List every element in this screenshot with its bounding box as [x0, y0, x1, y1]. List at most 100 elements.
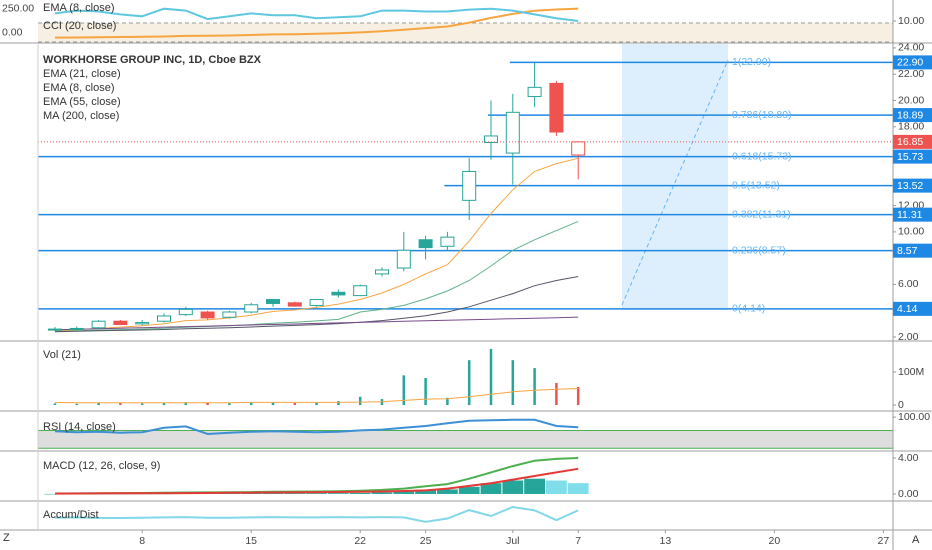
legend-entry: EMA (21, close): [43, 68, 121, 80]
toolbar-icon[interactable]: Z: [3, 532, 10, 544]
x-tick-label: 13: [660, 535, 672, 547]
price-tag: [893, 55, 932, 70]
legend-entry: EMA (8, close): [43, 2, 115, 14]
volume-bar: [358, 396, 362, 406]
histogram-bar: [44, 493, 66, 495]
histogram-bar: [349, 492, 371, 494]
x-tick-label: 22: [354, 535, 366, 547]
volume-bar: [293, 403, 297, 406]
y-tick-label: 4.00: [898, 452, 919, 464]
histogram-bar: [437, 489, 458, 494]
histogram-bar: [284, 493, 306, 494]
price-tag: [893, 178, 932, 193]
volume-bar: [140, 403, 144, 406]
candle-body: [331, 291, 346, 296]
volume-bar: [228, 403, 231, 406]
x-tick-label: 20: [769, 535, 781, 547]
series-line: [54, 220, 579, 332]
volume-bar: [467, 360, 471, 406]
volume-bar: [53, 403, 57, 406]
volume-bar: [75, 403, 79, 406]
projection-box: [622, 44, 728, 310]
histogram-bar: [328, 493, 349, 494]
volume-bar: [97, 402, 100, 406]
histogram-bar: [524, 478, 545, 494]
panes: [38, 22, 893, 449]
legend-entry: CCI (20, close): [43, 20, 116, 32]
candle-body: [571, 141, 586, 156]
price-tag-label: 22.90: [897, 57, 923, 69]
y-tick-label: 6.00: [898, 278, 919, 290]
chart-title: WORKHORSE GROUP INC, 1D, Cboe BZX: [43, 54, 262, 66]
y-tick-label: 100.00: [898, 411, 930, 423]
band: [38, 22, 893, 42]
volume-bar: [119, 403, 122, 406]
candle-body: [266, 299, 280, 304]
candle-body: [48, 328, 62, 331]
price-tag-label: 18.89: [897, 109, 923, 121]
series-line: [54, 7, 579, 22]
candle-body: [418, 239, 433, 249]
candle-body: [91, 320, 106, 329]
candle-body: [200, 311, 215, 319]
volume-bar: [337, 401, 340, 406]
volume-bar: [402, 375, 406, 406]
histogram-bar: [262, 493, 284, 494]
volume-bar: [511, 360, 515, 406]
price-tag-label: 13.52: [897, 180, 923, 192]
legend-entry: MACD (12, 26, close, 9): [43, 460, 160, 472]
toolbar-icon[interactable]: A: [912, 534, 920, 546]
candle-body: [484, 135, 498, 144]
volume-bar: [555, 382, 558, 406]
price-tag: [893, 243, 932, 258]
volume-bar: [184, 402, 188, 406]
y-tick-label: 10.00: [898, 226, 924, 238]
volume-bar: [271, 402, 275, 406]
legend-entry: MA (200, close): [43, 110, 119, 122]
fib-label: 0.236(8.57): [732, 244, 786, 256]
fib-label: 0.786(18.89): [732, 109, 792, 121]
candle-body: [69, 327, 84, 330]
y2-tick-label: 10.00: [898, 15, 924, 27]
histogram-bar: [393, 491, 415, 494]
y-tick-label: 20.00: [898, 94, 924, 106]
candle-body: [527, 86, 542, 98]
candle-body: [396, 249, 411, 269]
series-line: [54, 157, 579, 331]
series-line: [54, 467, 579, 495]
volume-bar: [489, 348, 493, 406]
candle-body: [353, 285, 368, 297]
series-line: [54, 7, 579, 39]
candle-body: [113, 320, 128, 325]
series-line: [54, 388, 579, 404]
legend-entry: EMA (8, close): [43, 82, 115, 94]
x-tick-label: 7: [575, 535, 581, 547]
candle-body: [462, 170, 477, 201]
candle-body: [549, 82, 564, 133]
legend-entry: Accum/Dist: [43, 509, 99, 521]
candle-body: [287, 302, 302, 307]
last-price-tag: [893, 134, 932, 149]
fib-label: 0.382(11.31): [732, 208, 791, 220]
projection-line: [621, 59, 729, 306]
y-tick-label: 0: [898, 399, 904, 411]
price-tag: [893, 301, 932, 316]
candle-body: [244, 304, 259, 313]
candle-body: [309, 299, 324, 306]
price-tag: [893, 108, 932, 123]
fib-label: 1(22.90): [732, 56, 771, 68]
volume-bar: [424, 377, 427, 406]
x-tick-label: Jul: [506, 535, 519, 547]
volume-bar: [206, 402, 209, 406]
volume-bar: [162, 402, 166, 406]
histogram-bar: [458, 486, 480, 494]
x-tick-label: 8: [139, 535, 145, 547]
volume-bar: [446, 397, 449, 406]
candle-body: [157, 315, 171, 322]
price-tag: [893, 207, 932, 222]
price-tag-label: 8.57: [897, 245, 918, 257]
volume-bar: [249, 402, 253, 406]
candle-body: [505, 111, 520, 154]
fib-label: 0(4.14): [732, 303, 765, 315]
